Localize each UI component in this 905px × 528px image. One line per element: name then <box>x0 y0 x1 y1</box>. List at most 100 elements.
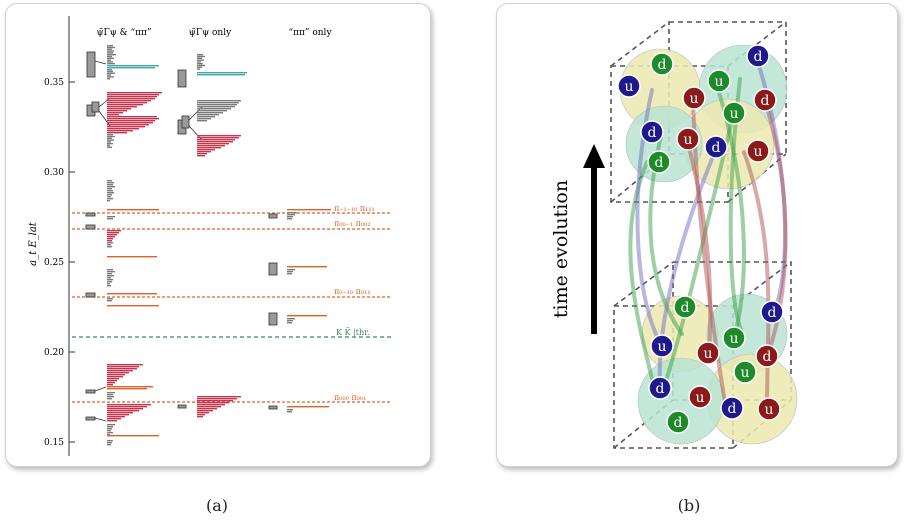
quark-marker <box>647 150 671 174</box>
quark-label: d <box>674 415 683 431</box>
bar-mark <box>107 368 137 370</box>
bar-mark <box>107 246 112 248</box>
bar-mark <box>107 134 113 136</box>
quark-marker <box>722 326 746 350</box>
bar-mark <box>287 318 295 320</box>
bar-mark <box>287 214 295 216</box>
bar-mark <box>197 137 239 139</box>
bar-mark <box>107 104 143 106</box>
quark-marker <box>696 341 720 365</box>
y-tick-label: 0.20 <box>44 348 64 358</box>
caption-b: (b) <box>677 496 701 515</box>
bar-mark <box>197 112 223 114</box>
bar-mark <box>197 396 241 398</box>
threshold-labels: π₋₁₋₁₀ π₁₁₁ π₀₀₋₁ π₀₀₂ π₀₋₁₀ π₀₁₁ K K̄ |… <box>334 204 375 402</box>
bar-mark <box>287 315 327 317</box>
bar-mark <box>107 230 121 232</box>
bar-mark <box>107 137 112 139</box>
bar-mark <box>107 126 145 128</box>
bar-mark <box>197 400 233 402</box>
bar-mark <box>197 64 205 67</box>
bar-mark <box>107 76 114 78</box>
bar-mark <box>107 122 153 124</box>
bar-mark <box>107 218 113 220</box>
quark-marker <box>707 69 731 93</box>
bar-mark <box>107 52 113 54</box>
bar-mark <box>107 432 113 434</box>
bar-mark <box>107 120 155 122</box>
bar-mark <box>107 128 139 130</box>
bar-mark <box>107 388 147 390</box>
y-tick-label: 0.35 <box>44 78 64 88</box>
bar-mark <box>107 48 112 50</box>
bar-mark <box>287 212 297 214</box>
quark-marker <box>640 120 664 144</box>
bar-mark <box>197 406 221 408</box>
bar-mark <box>107 242 113 244</box>
quark-label: u <box>764 402 773 418</box>
bar-mark <box>107 78 110 80</box>
spectrum-panel: 0.35 0.30 0.25 0.20 0.15 a_t E_lat ψ̄Γψ … <box>5 3 431 467</box>
bar-mark <box>107 305 159 307</box>
quark-label: d <box>658 57 667 73</box>
bar-mark <box>107 216 115 218</box>
bar-mark <box>107 269 113 271</box>
quark-marker <box>666 410 690 434</box>
y-axis-label: a_t E_lat <box>28 221 39 266</box>
bar-mark <box>107 67 155 69</box>
bar-mark <box>197 404 225 406</box>
bar-mark <box>107 209 159 211</box>
bar-mark <box>107 124 149 126</box>
bar-mark <box>107 198 113 200</box>
quark-marker <box>722 101 746 125</box>
bar-mark <box>197 151 211 153</box>
bar-mark <box>107 236 115 238</box>
bar-mark <box>107 184 113 186</box>
bar-mark <box>107 139 114 141</box>
bar-mark <box>107 102 147 104</box>
bar-mark <box>197 66 202 68</box>
bar-mark <box>107 416 125 418</box>
bar-mark <box>107 92 162 94</box>
bar-mark <box>107 59 111 61</box>
spectrum-plot: 0.35 0.30 0.25 0.20 0.15 a_t E_lat ψ̄Γψ … <box>28 16 391 456</box>
bar-mark <box>107 146 112 148</box>
bar-mark <box>107 392 115 394</box>
quark-label: d <box>768 305 777 321</box>
bar-mark <box>107 300 112 302</box>
bar-mark <box>107 186 115 188</box>
bar-mark <box>107 372 129 374</box>
bar-mark <box>197 114 219 116</box>
bar-mark <box>107 426 113 428</box>
bar-mark <box>107 435 159 437</box>
bar-mark <box>107 96 157 98</box>
bar-mark <box>197 120 207 122</box>
bar-mark <box>197 153 207 155</box>
bar-mark <box>287 406 329 408</box>
bar-mark <box>107 386 153 388</box>
bar-mark <box>107 55 112 58</box>
y-tick-label: 0.15 <box>44 438 64 448</box>
bar-mark <box>107 298 113 300</box>
bar-mark <box>107 132 127 134</box>
quark-marker <box>650 52 674 76</box>
bar-mark <box>107 408 143 410</box>
bar-mark <box>197 59 204 61</box>
bar-mark <box>107 420 117 422</box>
quark-label: d <box>712 140 721 156</box>
bar-mark <box>107 384 113 386</box>
quark-label: d <box>655 155 664 171</box>
bar-mark <box>107 424 115 426</box>
quark-marker <box>673 295 697 319</box>
quark-label: u <box>729 331 738 347</box>
quark-label: u <box>753 144 762 160</box>
bar-mark <box>197 410 213 412</box>
quark-marker <box>753 88 777 112</box>
bar-mark <box>107 182 114 184</box>
bar-mark <box>107 200 110 202</box>
column-header: ψ̄Γψ & “ππ” <box>96 27 151 38</box>
bar-mark <box>287 322 292 324</box>
bar-mark <box>197 402 229 404</box>
threshold-label: π₋₁₋₁₀ π₁₁₁ <box>334 204 375 213</box>
quark-label: d <box>681 300 690 316</box>
